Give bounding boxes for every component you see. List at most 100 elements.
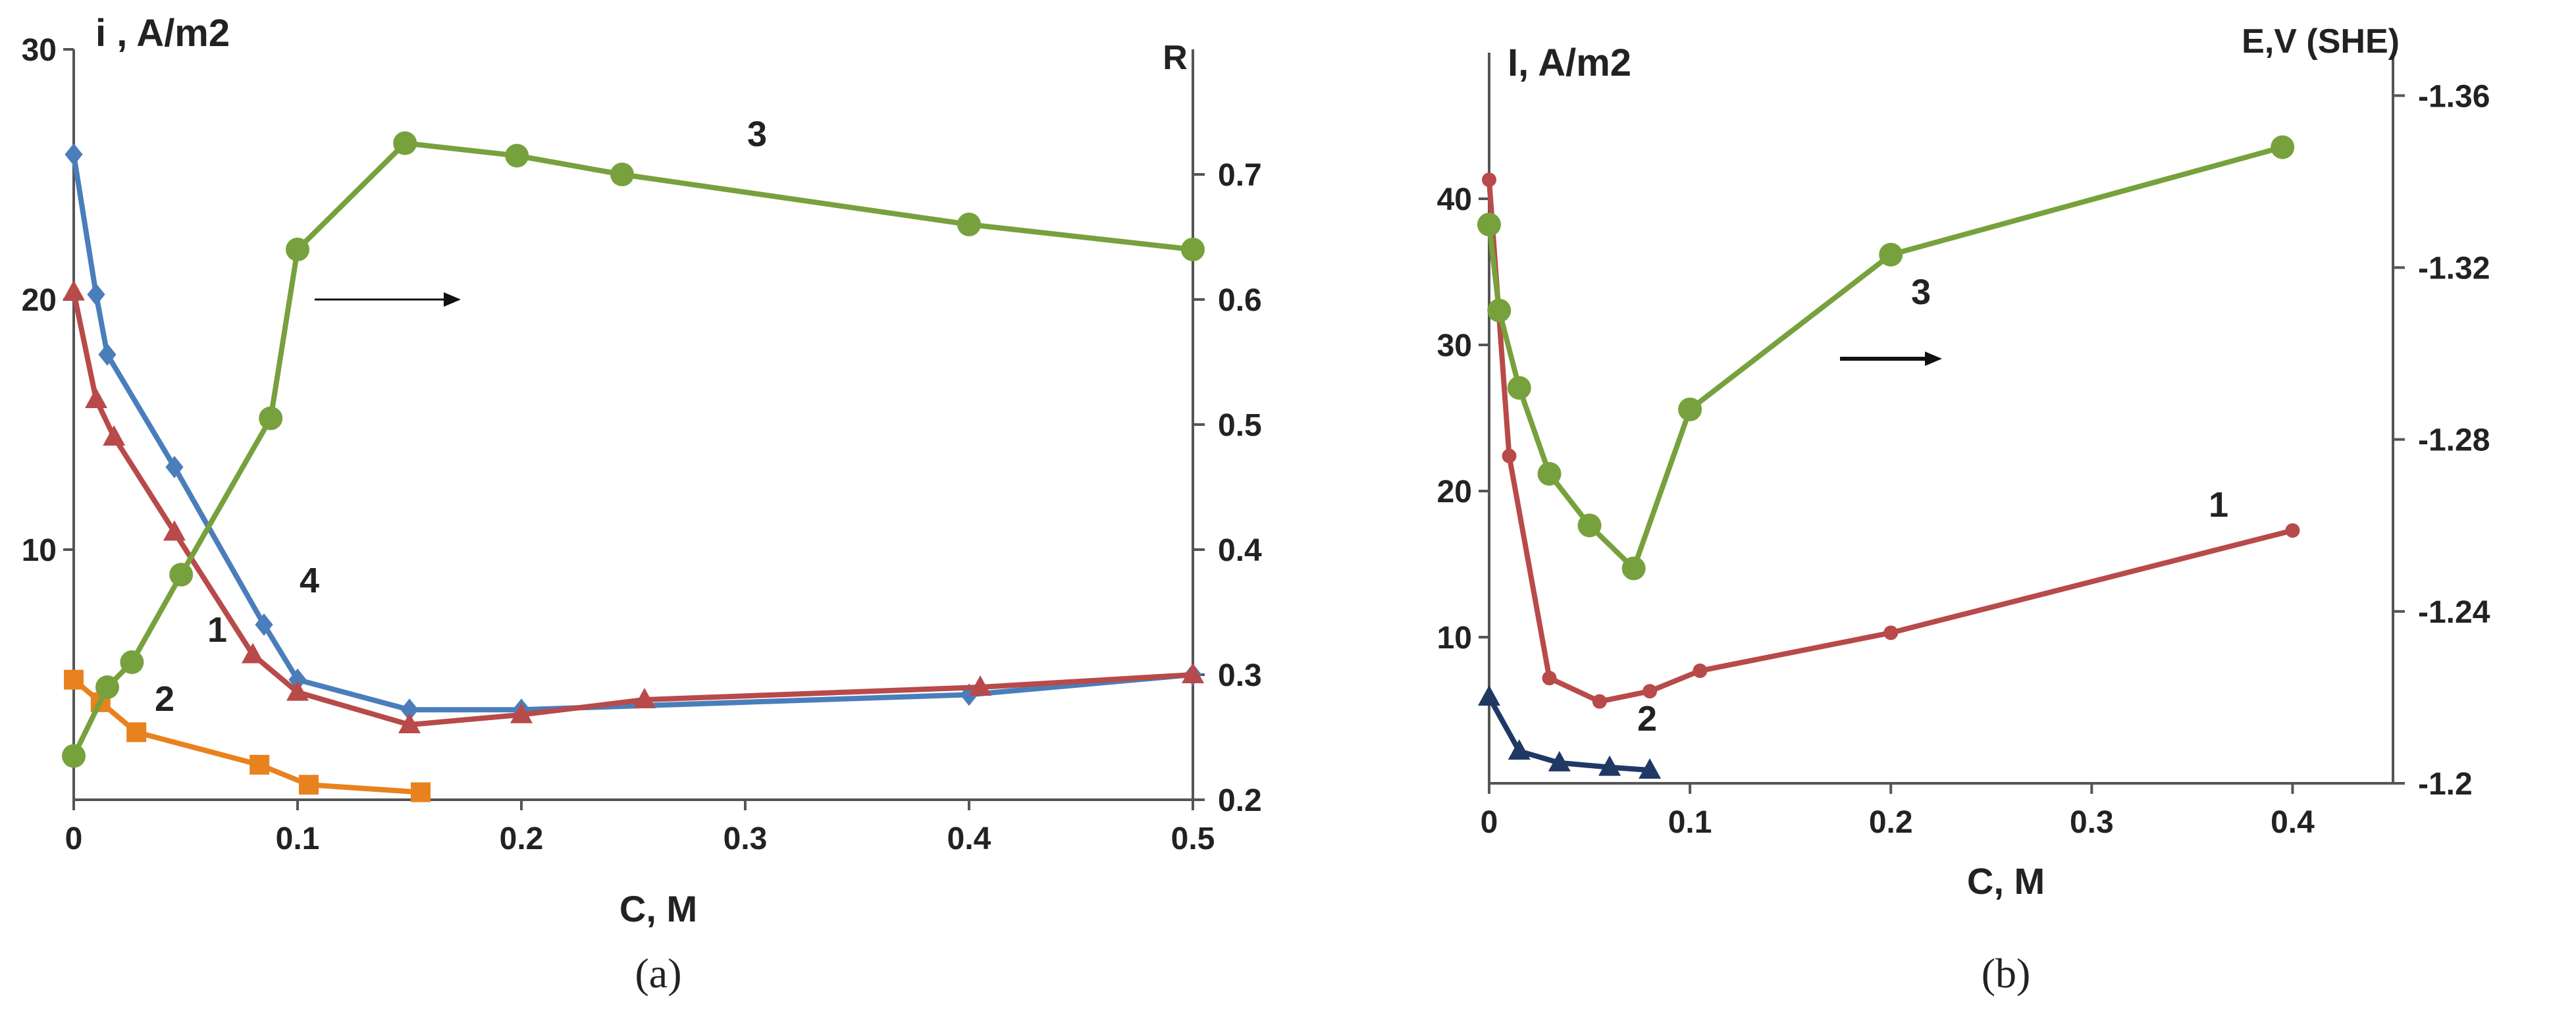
data-point-3 [1487, 298, 1511, 323]
y-right-tick-label: -1.2 [2418, 767, 2473, 802]
data-point-2 [1639, 758, 1662, 779]
series-line-1 [71, 291, 1194, 727]
caption-b: (b) [1982, 950, 2031, 997]
y-right-tick-label: -1.32 [2418, 251, 2490, 286]
data-point-1 [633, 688, 656, 708]
y-right-tick-label: 0.3 [1218, 658, 1262, 693]
data-point-3 [1678, 397, 1702, 421]
data-point-1 [1883, 625, 1899, 640]
data-point-3 [2271, 135, 2295, 159]
curve-label-3: 3 [1911, 273, 1931, 312]
x-tick-label: 0.2 [1869, 805, 1913, 840]
data-point-1 [1482, 172, 1496, 188]
data-point-3 [120, 650, 144, 674]
data-point-3 [1477, 213, 1501, 237]
data-point-1 [85, 388, 107, 408]
data-point-4 [400, 698, 419, 721]
y-right-tick-label: 0.7 [1218, 158, 1262, 193]
chart-panel-a: 0 0.1 0.2 0.3 0.4 0.5 10 20 30 0.2 0.3 0.4 0.5 0.6 0.7… [22, 12, 1262, 929]
data-point-3 [957, 213, 981, 236]
y-left-tick-label: 20 [1437, 475, 1472, 509]
y-right-tick-label: 0.6 [1218, 283, 1262, 318]
curve-label-3: 3 [747, 115, 767, 154]
data-point-2 [1508, 739, 1531, 760]
data-point-3 [1879, 242, 1903, 267]
data-point-2 [1598, 755, 1621, 776]
data-point-3 [62, 744, 86, 768]
x-tick-label: 0.5 [1171, 821, 1215, 856]
caption-a: (a) [635, 950, 681, 997]
y-left-tick-label: 30 [22, 33, 57, 68]
data-point-1 [242, 642, 264, 664]
chart-panel-b: 0 0.1 0.2 0.3 0.4 10 20 30 40 -1.2 -1.24 -1.28 -1.32… [1437, 22, 2490, 902]
data-point-3 [95, 675, 119, 699]
data-point-2 [411, 782, 431, 802]
data-point-1 [1643, 684, 1658, 699]
x-tick-label: 0.4 [2271, 805, 2315, 840]
data-point-2 [250, 754, 270, 775]
y-right-title: R [1163, 39, 1188, 77]
y-left-tick-label: 20 [22, 283, 57, 318]
y-left-title: I, A/m2 [1508, 41, 1631, 84]
data-point-4 [165, 455, 184, 479]
data-point-2 [1548, 750, 1571, 771]
data-point-1 [163, 520, 186, 541]
data-point-3 [610, 163, 634, 186]
y-right-title: E,V (SHE) [2242, 22, 2400, 61]
x-tick-label: 0 [1481, 805, 1498, 840]
data-point-1 [398, 713, 421, 733]
y-right-tick-label: -1.28 [2418, 423, 2490, 458]
data-point-4 [87, 283, 105, 306]
data-point-1 [510, 702, 533, 723]
data-point-3 [169, 563, 194, 586]
curve-label-4: 4 [300, 561, 319, 600]
series-line-3 [71, 140, 1194, 758]
x-tick-label: 0 [65, 821, 83, 856]
data-point-4 [960, 683, 978, 706]
data-point-1 [63, 280, 85, 301]
arrow-head [444, 292, 461, 307]
data-point-1 [1502, 448, 1517, 463]
data-point-1 [1542, 671, 1557, 686]
data-point-3 [286, 238, 309, 261]
y-left-tick-label: 30 [1437, 328, 1472, 363]
y-right-tick-label: -1.24 [2418, 595, 2490, 630]
data-point-3 [1577, 513, 1602, 538]
data-point-3 [1537, 461, 1562, 486]
data-point-1 [286, 680, 309, 701]
curve-label-1: 1 [207, 610, 227, 650]
y-left-tick-label: 10 [1437, 621, 1472, 656]
y-left-tick-label: 10 [22, 533, 57, 568]
x-tick-label: 0.1 [1668, 805, 1712, 840]
data-point-2 [64, 669, 84, 690]
y-left-title: i , A/m2 [95, 12, 230, 55]
y-right-tick-label: 0.4 [1218, 533, 1262, 568]
data-point-1 [103, 425, 126, 446]
x-tick-label: 0.3 [723, 821, 768, 856]
x-tick-label: 0.3 [2070, 805, 2114, 840]
y-right-tick-label: -1.36 [2418, 79, 2490, 114]
data-point-3 [393, 131, 417, 155]
data-point-1 [2285, 523, 2300, 538]
y-right-tick-label: 0.5 [1218, 408, 1262, 443]
y-left-tick-label: 40 [1437, 182, 1472, 217]
curve-label-2: 2 [155, 679, 174, 719]
data-point-3 [1181, 238, 1205, 261]
x-axis-title: C, M [1967, 860, 2045, 902]
series-line-4 [71, 153, 1194, 713]
data-point-1 [969, 675, 991, 696]
data-point-3 [259, 406, 283, 430]
data-point-1 [1182, 663, 1204, 683]
data-point-4 [255, 613, 273, 636]
y-right-tick-label: 0.2 [1218, 783, 1262, 818]
curve-label-1: 1 [2209, 485, 2228, 525]
data-point-2 [299, 775, 319, 795]
x-axis-title: C, M [619, 888, 697, 929]
data-point-1 [1592, 694, 1607, 709]
series-line-1 [1486, 179, 2294, 704]
data-point-4 [98, 343, 117, 366]
x-tick-label: 0.4 [947, 821, 991, 856]
data-point-3 [1621, 556, 1646, 581]
x-tick-label: 0.2 [500, 821, 544, 856]
